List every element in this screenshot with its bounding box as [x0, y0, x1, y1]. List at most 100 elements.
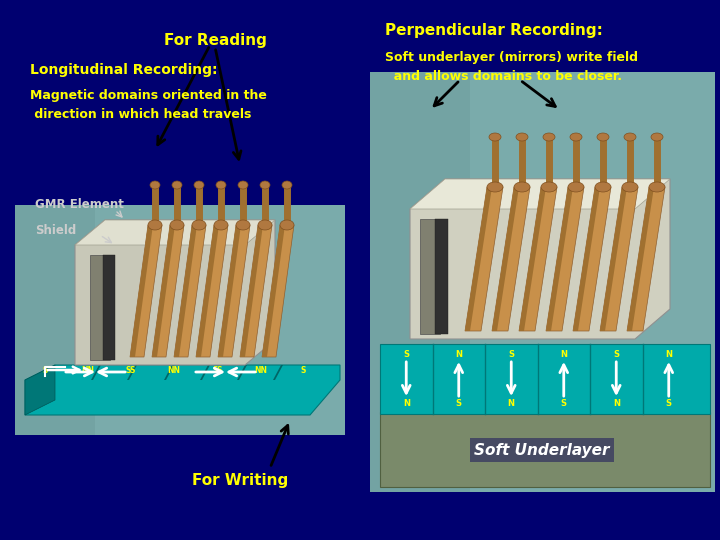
Polygon shape: [164, 365, 174, 380]
Text: S: S: [301, 366, 306, 375]
Polygon shape: [492, 187, 530, 331]
Polygon shape: [546, 187, 573, 331]
Polygon shape: [91, 365, 101, 380]
Polygon shape: [573, 187, 600, 331]
Polygon shape: [75, 220, 275, 245]
Text: Soft Underlayer: Soft Underlayer: [474, 442, 610, 457]
Polygon shape: [492, 187, 519, 331]
Text: Magnetic domains oriented in the: Magnetic domains oriented in the: [30, 89, 267, 102]
Polygon shape: [240, 225, 272, 357]
Ellipse shape: [260, 181, 270, 189]
Ellipse shape: [170, 220, 184, 230]
Text: Perpendicular Recording:: Perpendicular Recording:: [385, 23, 603, 37]
Ellipse shape: [597, 133, 609, 141]
Text: direction in which head travels: direction in which head travels: [30, 109, 251, 122]
Polygon shape: [420, 219, 440, 334]
Ellipse shape: [514, 182, 530, 192]
Polygon shape: [196, 225, 219, 357]
Polygon shape: [218, 225, 241, 357]
Text: N: N: [508, 399, 515, 408]
Text: Longitudinal Recording:: Longitudinal Recording:: [30, 63, 217, 77]
Text: N: N: [665, 350, 672, 359]
Text: Soft underlayer (mirrors) write field: Soft underlayer (mirrors) write field: [385, 51, 638, 64]
Polygon shape: [262, 225, 294, 357]
Polygon shape: [127, 365, 137, 380]
Polygon shape: [174, 225, 206, 357]
Polygon shape: [380, 344, 710, 414]
Ellipse shape: [280, 220, 294, 230]
Text: N: N: [455, 350, 462, 359]
Polygon shape: [370, 72, 715, 492]
Ellipse shape: [543, 133, 555, 141]
Polygon shape: [90, 255, 110, 360]
Polygon shape: [627, 187, 665, 331]
Ellipse shape: [258, 220, 272, 230]
Polygon shape: [410, 179, 670, 339]
Ellipse shape: [624, 133, 636, 141]
Ellipse shape: [148, 220, 162, 230]
Ellipse shape: [194, 181, 204, 189]
Ellipse shape: [595, 182, 611, 192]
Text: and allows domains to be closer.: and allows domains to be closer.: [385, 71, 622, 84]
Polygon shape: [519, 187, 546, 331]
Polygon shape: [130, 225, 162, 357]
Polygon shape: [600, 187, 627, 331]
Text: S: S: [561, 399, 567, 408]
Text: GMR Element: GMR Element: [35, 199, 124, 212]
Text: S: S: [403, 350, 409, 359]
Polygon shape: [262, 225, 285, 357]
Ellipse shape: [236, 220, 250, 230]
Ellipse shape: [516, 133, 528, 141]
Ellipse shape: [216, 181, 226, 189]
Text: S: S: [666, 399, 672, 408]
Text: N: N: [560, 350, 567, 359]
Text: N: N: [402, 399, 410, 408]
Ellipse shape: [622, 182, 638, 192]
Ellipse shape: [238, 181, 248, 189]
Text: NN: NN: [254, 366, 267, 375]
Ellipse shape: [568, 182, 584, 192]
Polygon shape: [130, 225, 153, 357]
Text: N: N: [613, 399, 620, 408]
Text: S: S: [42, 366, 48, 375]
Text: For Writing: For Writing: [192, 472, 288, 488]
Polygon shape: [103, 255, 115, 360]
Polygon shape: [25, 365, 55, 415]
Polygon shape: [600, 187, 638, 331]
Ellipse shape: [570, 133, 582, 141]
Polygon shape: [152, 225, 175, 357]
Ellipse shape: [651, 133, 663, 141]
Text: SS: SS: [126, 366, 136, 375]
Text: NN: NN: [168, 366, 181, 375]
Polygon shape: [273, 365, 283, 380]
Ellipse shape: [150, 181, 160, 189]
Polygon shape: [15, 205, 95, 435]
Polygon shape: [465, 187, 492, 331]
Polygon shape: [410, 179, 670, 209]
Polygon shape: [152, 225, 184, 357]
Polygon shape: [237, 365, 247, 380]
Ellipse shape: [282, 181, 292, 189]
Text: S: S: [456, 399, 462, 408]
Polygon shape: [435, 219, 448, 334]
Ellipse shape: [192, 220, 206, 230]
Polygon shape: [196, 225, 228, 357]
Polygon shape: [75, 220, 275, 365]
Polygon shape: [627, 187, 654, 331]
Text: For Reading: For Reading: [163, 32, 266, 48]
Ellipse shape: [214, 220, 228, 230]
Polygon shape: [519, 187, 557, 331]
Ellipse shape: [541, 182, 557, 192]
Polygon shape: [465, 187, 503, 331]
Polygon shape: [15, 205, 345, 435]
Polygon shape: [25, 365, 340, 415]
Polygon shape: [546, 187, 584, 331]
Polygon shape: [573, 187, 611, 331]
Text: NN: NN: [81, 366, 94, 375]
Polygon shape: [380, 412, 710, 487]
Ellipse shape: [487, 182, 503, 192]
Text: SS: SS: [212, 366, 222, 375]
Text: S: S: [613, 350, 619, 359]
Polygon shape: [218, 225, 250, 357]
Ellipse shape: [172, 181, 182, 189]
